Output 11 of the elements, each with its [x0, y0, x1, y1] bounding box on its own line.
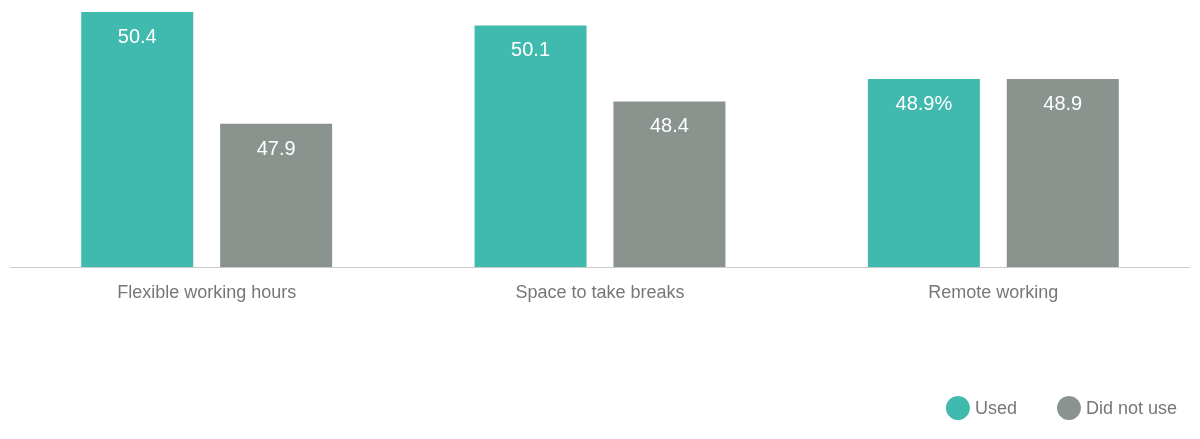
data-label: 47.9 [256, 136, 296, 159]
x-tick-label: Flexible working hours [117, 282, 297, 302]
data-label: 48.9 [1043, 92, 1083, 115]
legend-label: Did not use [1085, 398, 1178, 418]
data-label: 50.4 [117, 25, 157, 47]
x-tick-label: Space to take breaks [515, 282, 685, 302]
x-tick-label: Remote working [928, 282, 1059, 302]
data-label: 48.4 [649, 114, 689, 137]
legend-label: Used [974, 398, 1017, 418]
data-label: 48.9% [895, 92, 953, 115]
data-label: 50.1 [511, 38, 551, 61]
